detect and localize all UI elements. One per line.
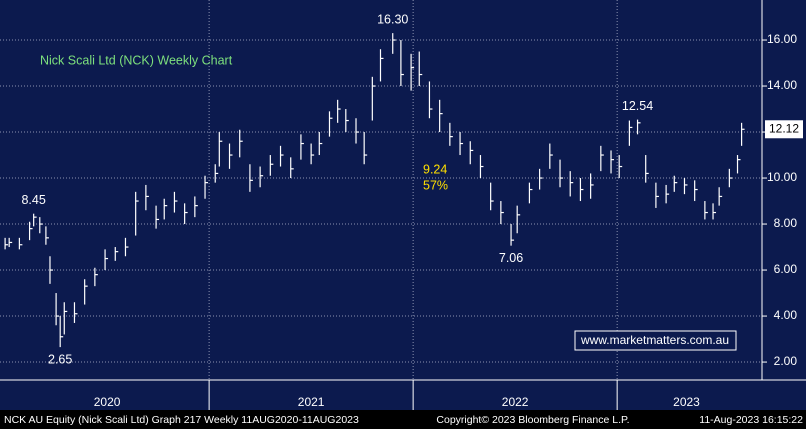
watermark-box (574, 330, 737, 351)
callout-label: 2.65 (48, 352, 72, 366)
annotation-percent: 57% (423, 178, 448, 192)
y-tick-label: 8.00 (774, 216, 798, 230)
y-tick-label: 4.00 (774, 308, 798, 322)
y-tick-label: 14.00 (767, 78, 797, 92)
footer-right: 11-Aug-2023 16:15:22 (699, 414, 803, 426)
watermark: www.marketmatters.com.au (580, 333, 729, 347)
y-tick-label: 6.00 (774, 262, 798, 276)
callout-label: 12.54 (622, 99, 653, 113)
last-price-box (765, 120, 803, 139)
footer-center: Copyright© 2023 Bloomberg Finance L.P. (436, 414, 629, 426)
x-tick-label: 2020 (94, 395, 121, 409)
chart-title: Nick Scali Ltd (NCK) Weekly Chart (40, 53, 233, 67)
x-tick-label: 2021 (298, 395, 325, 409)
callout-label: 7.06 (499, 251, 523, 265)
callout-label: 8.45 (21, 193, 45, 207)
x-tick-label: 2022 (502, 395, 529, 409)
y-tick-label: 16.00 (767, 32, 797, 46)
footer-left: NCK AU Equity (Nick Scali Ltd) Graph 217… (4, 414, 359, 426)
y-tick-label: 2.00 (774, 354, 798, 368)
y-tick-label: 10.00 (767, 170, 797, 184)
last-price-label: 12.12 (769, 121, 799, 135)
callout-label: 16.30 (377, 12, 408, 26)
x-tick-label: 2023 (673, 395, 700, 409)
annotation-value: 9.24 (423, 162, 447, 176)
footer-bar (0, 410, 806, 429)
